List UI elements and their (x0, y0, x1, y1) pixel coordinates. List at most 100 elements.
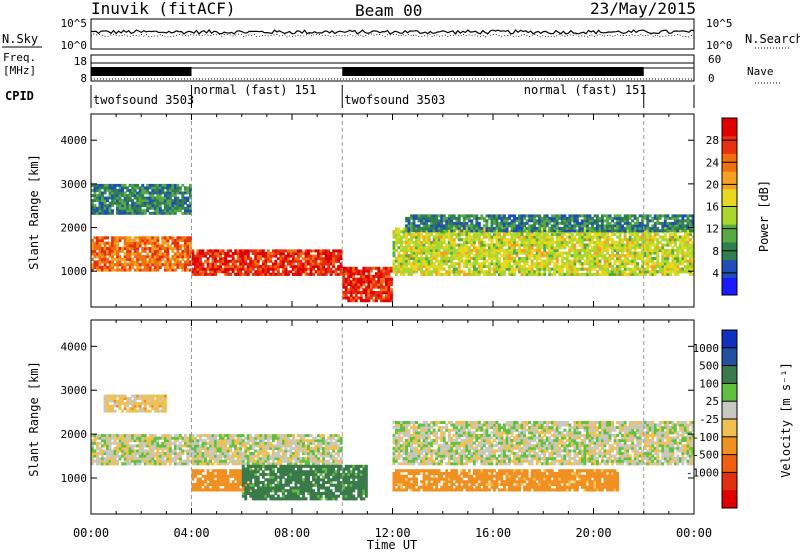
power-cell-2-4-12 (352, 266, 356, 270)
power-cell-4-31-9 (168, 189, 172, 192)
power-cell-3-89-10 (616, 246, 619, 250)
power-cell-1-40-6 (292, 257, 295, 261)
power-cell-5-47-6 (523, 214, 526, 218)
power-cell-5-62-6 (560, 214, 564, 218)
power-cell-3-24-17 (452, 227, 456, 231)
power-cell-3-29-8 (465, 251, 469, 255)
power-cell-3-14-0 (427, 272, 431, 276)
velocity-cell-0-12-9 (121, 439, 125, 443)
power-cell-1-19-2 (239, 267, 243, 271)
velocity-cell-0-33-3 (173, 454, 177, 458)
power-cell-0-23-10 (148, 241, 152, 245)
power-cell-2-5-6 (354, 283, 358, 287)
power-cell-1-45-3 (304, 265, 308, 269)
velocity-cell-0-50-6 (216, 446, 220, 450)
power-cell-3-83-1 (601, 270, 604, 274)
velocity-cell-0-71-2 (269, 457, 273, 461)
power-cell-4-12-1 (121, 209, 125, 213)
power-cell-3-69-1 (565, 270, 569, 274)
power-cell-2-8-9 (362, 274, 366, 278)
power-cell-4-24-4 (151, 201, 155, 205)
velocity-cell-0-11-9 (118, 439, 122, 443)
power-cell-0-20-11 (141, 238, 145, 242)
power-cell-2-6-11 (357, 269, 361, 273)
velocity-cell-0-52-7 (221, 444, 225, 448)
power-cell-5-82-5 (611, 216, 614, 220)
power-cbar-tick-label-8: 8 (712, 245, 719, 258)
power-cell-3-58-7 (538, 254, 542, 258)
power-cell-1-13-2 (224, 267, 228, 271)
power-cell-3-100-12 (643, 240, 647, 244)
power-cell-4-27-6 (158, 196, 162, 200)
power-cell-3-17-2 (435, 267, 439, 271)
power-cell-1-40-4 (292, 262, 295, 266)
velocity-cell-0-13-11 (123, 434, 127, 438)
power-cell-3-101-3 (646, 264, 650, 268)
velocity-cell-0-30-3 (166, 454, 170, 458)
power-cell-5-64-4 (565, 219, 569, 223)
power-cell-3-24-9 (452, 248, 456, 252)
power-cell-5-34-0 (490, 229, 494, 233)
power-cell-5-30-6 (480, 214, 484, 218)
velocity-cell-0-28-0 (161, 462, 165, 466)
power-cell-0-25-12 (153, 236, 157, 240)
freq-band-0 (91, 67, 192, 76)
power-cell-3-103-9 (651, 248, 655, 252)
power-cell-3-69-2 (565, 267, 569, 271)
power-cell-3-46-15 (508, 232, 511, 236)
noise-strip-frame (90, 18, 695, 50)
power-cell-1-12-2 (221, 267, 225, 271)
power-cell-3-1-1 (395, 270, 398, 274)
power-cell-3-86-1 (608, 270, 612, 274)
power-cell-5-30-1 (480, 226, 484, 230)
power-cell-4-4-5 (101, 199, 104, 202)
power-cell-3-0-7 (392, 254, 396, 258)
power-cell-3-108-13 (663, 238, 667, 242)
power-cell-5-23-2 (462, 224, 466, 228)
velocity-cell-0-26-10 (156, 436, 160, 440)
power-cell-0-24-9 (151, 244, 155, 248)
power-cell-5-15-5 (442, 216, 446, 220)
power-cell-4-33-2 (173, 206, 177, 210)
power-cell-5-36-6 (495, 214, 499, 218)
power-cell-2-8-4 (362, 288, 366, 292)
power-cell-3-28-11 (462, 243, 466, 247)
power-cell-3-40-11 (493, 243, 496, 247)
power-cell-3-88-1 (613, 270, 617, 274)
power-cell-4-34-10 (176, 186, 180, 190)
power-cell-1-28-1 (261, 270, 265, 274)
power-cell-0-20-4 (141, 257, 145, 261)
power-cell-2-7-11 (359, 269, 363, 273)
power-cell-0-33-9 (173, 244, 177, 248)
power-cell-2-18-0 (387, 299, 391, 303)
power-cell-0-1-9 (93, 244, 97, 248)
power-cell-3-110-9 (668, 248, 672, 252)
power-cell-3-63-5 (550, 259, 554, 263)
power-cell-0-15-7 (128, 249, 132, 253)
power-cell-3-96-2 (633, 267, 637, 271)
power-cell-0-38-6 (186, 252, 190, 256)
power-cell-3-118-11 (689, 243, 692, 247)
power-cell-5-4-2 (415, 224, 418, 228)
velocity-cell-0-56-3 (231, 454, 235, 458)
power-cell-5-42-3 (510, 221, 514, 225)
power-cell-4-39-4 (189, 201, 192, 205)
velocity-cell-0-2-7 (96, 444, 99, 448)
power-cell-4-37-1 (184, 209, 187, 213)
power-cell-3-20-10 (442, 246, 446, 250)
power-cell-5-93-0 (638, 229, 642, 233)
power-cell-3-82-9 (598, 248, 602, 252)
power-cell-3-77-0 (586, 272, 589, 276)
power-cell-5-20-5 (455, 216, 459, 220)
power-cell-0-6-4 (106, 257, 109, 261)
power-cell-3-118-4 (689, 262, 692, 266)
power-cell-1-7-8 (209, 252, 212, 255)
power-cell-3-9-15 (415, 232, 418, 236)
power-cell-0-15-10 (128, 241, 132, 245)
power-cell-5-59-5 (553, 216, 557, 220)
power-cell-5-51-3 (533, 221, 537, 225)
power-cell-0-37-10 (184, 241, 187, 245)
power-cell-3-38-13 (488, 238, 491, 242)
power-cell-1-24-8 (251, 252, 255, 255)
power-cell-3-60-10 (543, 246, 547, 250)
